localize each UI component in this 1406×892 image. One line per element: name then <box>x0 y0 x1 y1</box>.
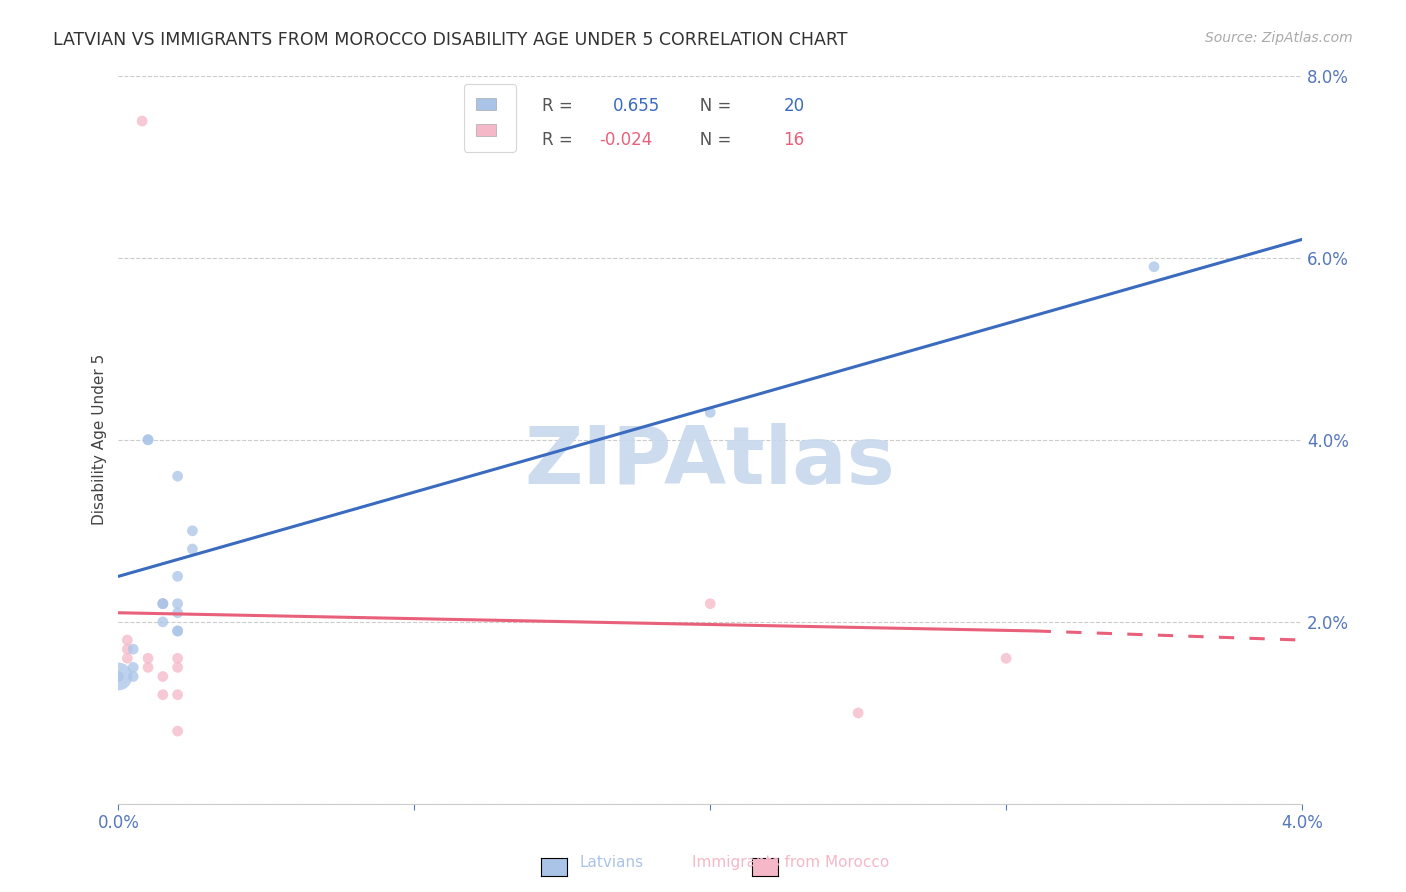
Point <box>152 597 174 611</box>
Point <box>136 433 159 447</box>
Point <box>181 541 204 556</box>
Y-axis label: Disability Age Under 5: Disability Age Under 5 <box>93 354 107 525</box>
Point <box>166 597 188 611</box>
Point <box>699 405 721 419</box>
Point <box>166 651 188 665</box>
Text: 16: 16 <box>783 130 804 149</box>
Point <box>995 651 1018 665</box>
Point <box>122 669 145 683</box>
Text: N =: N = <box>685 97 737 115</box>
Point <box>152 615 174 629</box>
Text: Immigrants from Morocco: Immigrants from Morocco <box>692 855 889 870</box>
Point <box>136 651 159 665</box>
Point <box>166 624 188 638</box>
Point <box>166 688 188 702</box>
Text: -0.024: -0.024 <box>599 130 652 149</box>
Point <box>152 597 174 611</box>
Point <box>152 597 174 611</box>
Point <box>166 660 188 674</box>
Text: 0.655: 0.655 <box>613 97 661 115</box>
Point <box>181 524 204 538</box>
Point <box>107 669 129 683</box>
Point <box>136 433 159 447</box>
Point <box>166 569 188 583</box>
Text: ZIPAtlas: ZIPAtlas <box>524 423 896 500</box>
Point <box>1143 260 1166 274</box>
Point <box>166 624 188 638</box>
Point <box>122 642 145 657</box>
Point <box>117 633 139 648</box>
Point <box>107 669 129 683</box>
Point <box>152 688 174 702</box>
Text: N =: N = <box>685 130 737 149</box>
Point <box>117 651 139 665</box>
Text: LATVIAN VS IMMIGRANTS FROM MOROCCO DISABILITY AGE UNDER 5 CORRELATION CHART: LATVIAN VS IMMIGRANTS FROM MOROCCO DISAB… <box>53 31 848 49</box>
Point <box>166 469 188 483</box>
Point <box>122 660 145 674</box>
Point <box>166 606 188 620</box>
Legend: , : , <box>464 84 516 152</box>
Point <box>166 724 188 739</box>
Text: R =: R = <box>543 130 578 149</box>
Text: Latvians: Latvians <box>579 855 644 870</box>
Point <box>136 660 159 674</box>
Text: Source: ZipAtlas.com: Source: ZipAtlas.com <box>1205 31 1353 45</box>
Point <box>152 669 174 683</box>
Text: 20: 20 <box>783 97 804 115</box>
Text: R =: R = <box>543 97 583 115</box>
Point <box>846 706 869 720</box>
Point <box>131 114 153 128</box>
Point <box>117 642 139 657</box>
Point <box>699 597 721 611</box>
